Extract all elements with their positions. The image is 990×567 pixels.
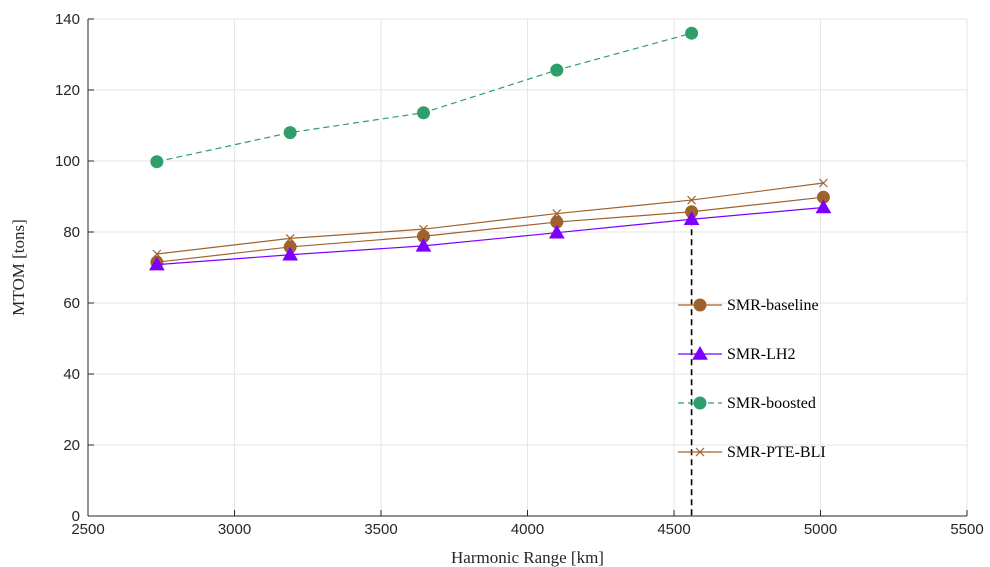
data-point [285, 233, 295, 243]
data-point [548, 224, 565, 239]
x-marker-stroke [552, 209, 562, 218]
data-point [552, 209, 562, 218]
legend-item: SMR-baseline [678, 297, 819, 314]
axes: 2500 3000 3500 4000 4500 5000 5500 0 20 40 60 80 100… [55, 11, 984, 538]
x-marker-stroke [419, 224, 428, 234]
series-group [148, 26, 832, 271]
y-tick-label: 100 [55, 153, 80, 170]
legend-marker [692, 345, 708, 360]
data-point [148, 256, 165, 271]
legend-label: SMR-boosted [727, 395, 816, 412]
data-point [683, 211, 700, 225]
y-tick-label: 20 [63, 437, 80, 454]
x-marker-stroke [819, 178, 828, 188]
legend-item: SMR-LH2 [678, 345, 795, 363]
legend: SMR-baseline SMR-LH2 SMR-boosted SMR-PTE-BL… [678, 297, 826, 461]
legend-label: SMR-PTE-BLI [727, 444, 826, 461]
data-point [283, 126, 297, 140]
y-tick-label: 80 [63, 224, 80, 241]
series-smr-pte-bli [152, 178, 828, 259]
data-point [819, 178, 828, 188]
data-point [152, 249, 162, 259]
x-tick-label: 4000 [511, 521, 544, 538]
y-tick-label: 60 [63, 295, 80, 312]
grid-lines [87, 18, 968, 517]
x-marker-stroke [687, 195, 697, 205]
data-point [550, 63, 564, 77]
series-line [156, 196, 824, 263]
series-smr-lh2 [148, 199, 832, 271]
y-tick-label: 140 [55, 11, 80, 28]
data-point [815, 199, 832, 214]
x-axis-title: Harmonic Range [km] [451, 548, 604, 567]
data-point [150, 155, 164, 169]
data-point [282, 246, 299, 261]
x-tick-label: 4500 [657, 521, 690, 538]
y-tick-label: 0 [72, 508, 80, 525]
y-axis-title: MTOM [tons] [9, 219, 28, 316]
legend-label: SMR-baseline [727, 297, 819, 314]
legend-item: SMR-boosted [678, 395, 816, 412]
x-tick-label: 2500 [71, 521, 104, 538]
series-line [156, 32, 692, 163]
legend-label: SMR-LH2 [727, 346, 795, 363]
x-tick-label: 5000 [804, 521, 837, 538]
legend-marker [693, 298, 707, 312]
data-point [416, 106, 430, 120]
x-marker-stroke [695, 447, 705, 457]
legend-marker [693, 396, 707, 410]
y-tick-label: 40 [63, 366, 80, 383]
x-marker-stroke [285, 233, 295, 243]
x-tick-label: 3500 [364, 521, 397, 538]
data-point [419, 224, 428, 234]
legend-item: SMR-PTE-BLI [678, 444, 826, 461]
y-tick-label: 120 [55, 82, 80, 99]
data-point [415, 237, 432, 252]
x-tick-label: 3000 [218, 521, 251, 538]
legend-marker [695, 447, 705, 457]
series-line [156, 182, 824, 255]
series-smr-baseline [150, 190, 830, 269]
x-tick-label: 5500 [950, 521, 983, 538]
data-point [687, 195, 697, 205]
series-line [156, 206, 824, 266]
series-smr-boosted [150, 26, 699, 169]
data-point [685, 26, 699, 40]
x-marker-stroke [152, 249, 162, 259]
